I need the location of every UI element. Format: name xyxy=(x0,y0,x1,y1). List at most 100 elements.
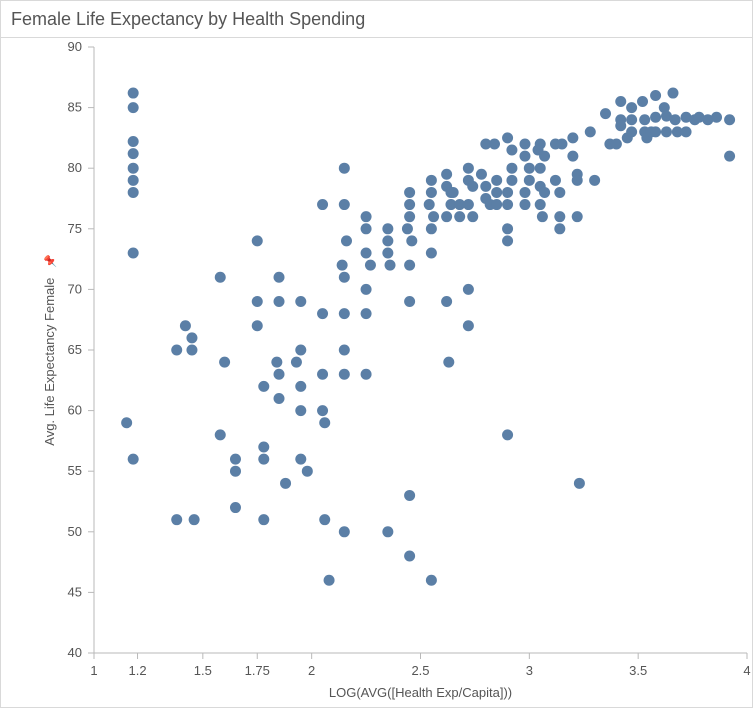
scatter-point xyxy=(426,248,437,259)
scatter-point xyxy=(230,502,241,513)
scatter-point xyxy=(600,108,611,119)
scatter-point xyxy=(291,357,302,368)
scatter-point xyxy=(404,260,415,271)
y-tick-label: 65 xyxy=(68,342,82,357)
scatter-point xyxy=(539,187,550,198)
scatter-point xyxy=(295,345,306,356)
scatter-point xyxy=(506,145,517,156)
scatter-point xyxy=(295,454,306,465)
scatter-point xyxy=(554,223,565,234)
scatter-point xyxy=(519,187,530,198)
scatter-point xyxy=(128,187,139,198)
scatter-point xyxy=(402,223,413,234)
scatter-point xyxy=(128,88,139,99)
scatter-point xyxy=(339,526,350,537)
scatter-point xyxy=(519,151,530,162)
scatter-point xyxy=(404,551,415,562)
scatter-point xyxy=(502,235,513,246)
y-tick-label: 75 xyxy=(68,221,82,236)
scatter-point xyxy=(230,466,241,477)
scatter-point xyxy=(502,199,513,210)
y-tick-label: 60 xyxy=(68,403,82,418)
scatter-point xyxy=(339,163,350,174)
scatter-point xyxy=(502,187,513,198)
scatter-point xyxy=(252,320,263,331)
x-tick-label: 3.5 xyxy=(629,663,647,678)
scatter-point xyxy=(650,112,661,123)
scatter-point xyxy=(339,308,350,319)
scatter-point xyxy=(382,223,393,234)
scatter-point xyxy=(295,296,306,307)
scatter-point xyxy=(274,296,285,307)
scatter-point xyxy=(361,308,372,319)
scatter-point xyxy=(519,138,530,149)
y-tick-label: 90 xyxy=(68,39,82,54)
scatter-point xyxy=(128,163,139,174)
scatter-point xyxy=(535,199,546,210)
scatter-point xyxy=(426,575,437,586)
scatter-point xyxy=(443,357,454,368)
scatter-point xyxy=(463,199,474,210)
scatter-point xyxy=(467,211,478,222)
y-tick-label: 80 xyxy=(68,160,82,175)
scatter-point xyxy=(567,132,578,143)
y-tick-label: 55 xyxy=(68,463,82,478)
scatter-point xyxy=(361,369,372,380)
scatter-point xyxy=(404,199,415,210)
scatter-plot: 404550556065707580859011.21.51.7522.533.… xyxy=(1,1,753,709)
scatter-point xyxy=(711,112,722,123)
scatter-point xyxy=(441,169,452,180)
x-tick-label: 2.5 xyxy=(411,663,429,678)
scatter-point xyxy=(556,138,567,149)
scatter-point xyxy=(317,405,328,416)
scatter-point xyxy=(186,332,197,343)
scatter-point xyxy=(219,357,230,368)
scatter-point xyxy=(463,320,474,331)
scatter-point xyxy=(670,114,681,125)
scatter-point xyxy=(324,575,335,586)
scatter-point xyxy=(271,357,282,368)
scatter-point xyxy=(506,163,517,174)
scatter-point xyxy=(611,138,622,149)
scatter-point xyxy=(128,454,139,465)
scatter-point xyxy=(258,514,269,525)
scatter-point xyxy=(491,187,502,198)
scatter-point xyxy=(535,163,546,174)
scatter-point xyxy=(317,308,328,319)
scatter-point xyxy=(215,272,226,283)
scatter-point xyxy=(724,114,735,125)
scatter-point xyxy=(404,187,415,198)
scatter-point xyxy=(404,490,415,501)
scatter-point xyxy=(724,151,735,162)
scatter-point xyxy=(650,126,661,137)
scatter-point xyxy=(428,211,439,222)
x-tick-label: 1 xyxy=(90,663,97,678)
scatter-point xyxy=(337,260,348,271)
scatter-point xyxy=(295,405,306,416)
scatter-point xyxy=(639,114,650,125)
scatter-point xyxy=(128,102,139,113)
scatter-point xyxy=(382,248,393,259)
scatter-point xyxy=(441,296,452,307)
scatter-point xyxy=(650,90,661,101)
scatter-point xyxy=(339,199,350,210)
scatter-point xyxy=(404,211,415,222)
scatter-point xyxy=(404,296,415,307)
scatter-point xyxy=(361,223,372,234)
scatter-point xyxy=(128,148,139,159)
scatter-point xyxy=(550,175,561,186)
scatter-point xyxy=(317,369,328,380)
y-tick-label: 85 xyxy=(68,100,82,115)
scatter-point xyxy=(128,175,139,186)
scatter-point xyxy=(539,151,550,162)
scatter-point xyxy=(585,126,596,137)
scatter-point xyxy=(171,345,182,356)
scatter-point xyxy=(572,175,583,186)
scatter-point xyxy=(463,163,474,174)
scatter-point xyxy=(426,223,437,234)
scatter-point xyxy=(448,187,459,198)
chart-frame: Female Life Expectancy by Health Spendin… xyxy=(0,0,753,708)
scatter-point xyxy=(128,136,139,147)
scatter-point xyxy=(319,417,330,428)
scatter-point xyxy=(626,126,637,137)
